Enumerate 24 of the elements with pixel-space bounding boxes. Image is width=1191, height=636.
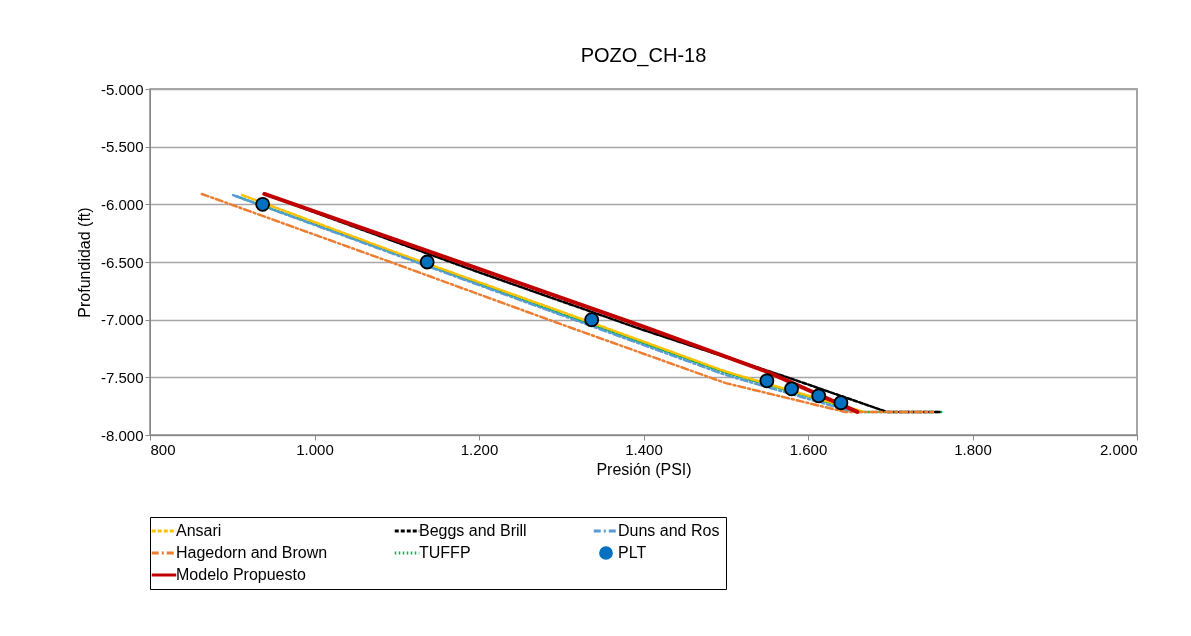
legend-label: PLT [618,544,647,561]
x-tick-label: 1.200 [460,440,499,458]
legend-label: Ansari [176,522,222,539]
legend-label: Beggs and Brill [419,522,527,539]
y-tick-label: -8.000 [100,426,144,444]
chart-title: POZO_CH-18 [580,44,707,67]
y-tick-label: -5.000 [100,80,144,98]
y-tick-label: -7.000 [100,311,144,329]
legend-label: Modelo Propuesto [176,566,306,583]
x-tick-label: 800 [150,440,176,458]
y-tick-label: -6.500 [100,253,144,271]
x-tick-label: 1.000 [296,440,334,458]
x-tick-label: 2.000 [1099,440,1138,458]
x-axis-title: Presión (PSI) [596,460,692,478]
y-axis-title: Profundidad (ft) [75,207,93,318]
legend-label: TUFFP [419,544,471,561]
x-tick-label: 1.400 [625,440,663,458]
legend-label: Duns and Ros [618,522,720,539]
x-tick-label: 1.800 [954,440,992,458]
y-tick-label: -5.500 [100,138,144,156]
x-tick-label: 1.600 [789,440,828,458]
y-tick-label: -6.000 [100,195,144,213]
y-tick-label: -7.500 [100,368,144,386]
legend-label: Hagedorn and Brown [176,544,328,561]
